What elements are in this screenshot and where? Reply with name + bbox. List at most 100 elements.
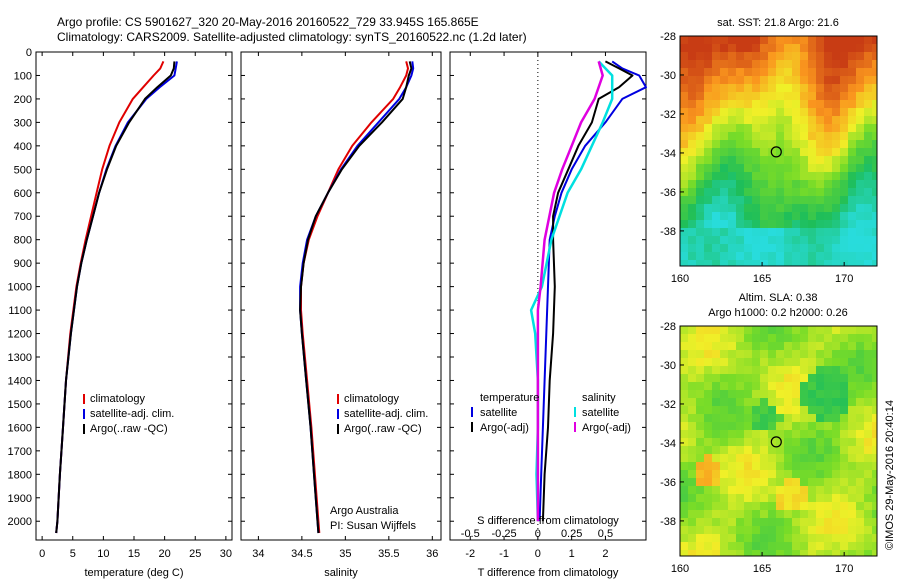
heatmap-cell (736, 132, 745, 141)
heatmap-cell (768, 414, 777, 423)
x-tick-label: 0 (535, 548, 541, 560)
heatmap-cell (712, 462, 721, 471)
heatmap-cell (680, 260, 689, 266)
heatmap-cell (728, 60, 737, 69)
heatmap-cell (784, 438, 793, 447)
heatmap-cell (800, 252, 809, 261)
heatmap-cell (752, 502, 761, 511)
heatmap-cell (680, 462, 689, 471)
heatmap-cell (720, 252, 729, 261)
heatmap-cell (840, 494, 849, 503)
heatmap-cell (720, 342, 729, 351)
heatmap-cell (680, 148, 689, 157)
heatmap-cell (712, 252, 721, 261)
x-tick-label: 160 (671, 273, 689, 285)
heatmap-cell (832, 212, 841, 221)
heatmap-cell (872, 212, 877, 221)
heatmap-cell (848, 406, 857, 415)
heatmap-cell (816, 180, 825, 189)
heatmap-cell (856, 526, 865, 535)
heatmap-cell (736, 526, 745, 535)
heatmap-cell (744, 398, 753, 407)
heatmap-cell (776, 342, 785, 351)
heatmap-cell (808, 44, 817, 53)
heatmap-cell (704, 326, 713, 335)
heatmap-cell (704, 68, 713, 77)
heatmap-cell (784, 244, 793, 253)
heatmap-cell (736, 180, 745, 189)
heatmap-cell (832, 398, 841, 407)
heatmap-cell (856, 390, 865, 399)
heatmap-cell (856, 68, 865, 77)
heatmap-cell (848, 334, 857, 343)
heatmap-cell (776, 196, 785, 205)
heatmap-cell (792, 116, 801, 125)
heatmap-cell (808, 390, 817, 399)
heatmap-cell (736, 430, 745, 439)
heatmap-cell (728, 68, 737, 77)
heatmap-cell (824, 76, 833, 85)
heatmap-cell (792, 454, 801, 463)
heatmap-cell (688, 196, 697, 205)
heatmap-cell (712, 526, 721, 535)
heatmap-cell (728, 382, 737, 391)
series-line-t-satellite (538, 60, 647, 522)
heatmap-cell (864, 390, 873, 399)
heatmap-cell (792, 494, 801, 503)
x-tick-label: 10 (97, 548, 109, 560)
heatmap-cell (704, 358, 713, 367)
heatmap-cell (824, 36, 833, 45)
heatmap-cell (720, 36, 729, 45)
heatmap-cell (712, 470, 721, 479)
heatmap-cell (800, 454, 809, 463)
heatmap-cell (856, 334, 865, 343)
heatmap-cell (720, 462, 729, 471)
heatmap-cell (784, 60, 793, 69)
heatmap-cell (848, 260, 857, 266)
heatmap-cell (808, 494, 817, 503)
heatmap-cell (816, 44, 825, 53)
heatmap-cell (784, 446, 793, 455)
heatmap-cell (848, 236, 857, 245)
heatmap-cell (704, 52, 713, 61)
heatmap-cell (760, 550, 769, 556)
heatmap-cell (752, 534, 761, 543)
heatmap-cell (808, 188, 817, 197)
heatmap-cell (728, 124, 737, 133)
heatmap-cell (816, 244, 825, 253)
heatmap-cell (720, 334, 729, 343)
heatmap-cell (712, 188, 721, 197)
heatmap-cell (680, 156, 689, 165)
heatmap-cell (768, 486, 777, 495)
heatmap-cell (840, 68, 849, 77)
heatmap-cell (816, 108, 825, 117)
heatmap-cell (752, 148, 761, 157)
heatmap-cell (792, 44, 801, 53)
heatmap-cell (792, 510, 801, 519)
argo-location-marker (770, 436, 782, 448)
heatmap-cell (864, 100, 873, 109)
heatmap-cell (808, 140, 817, 149)
heatmap-cell (696, 470, 705, 479)
heatmap-cell (760, 196, 769, 205)
heatmap-cell (728, 212, 737, 221)
heatmap-cell (736, 462, 745, 471)
annotation-line: Argo Australia (330, 505, 399, 517)
heatmap-cell (736, 188, 745, 197)
heatmap-cell (800, 220, 809, 229)
heatmap-cell (760, 326, 769, 335)
heatmap-cell (680, 422, 689, 431)
heatmap-cell (840, 454, 849, 463)
heatmap-cell (736, 212, 745, 221)
heatmap-cell (696, 244, 705, 253)
heatmap-cell (800, 430, 809, 439)
heatmap-cell (768, 220, 777, 229)
heatmap-cell (736, 52, 745, 61)
heatmap-cell (848, 228, 857, 237)
heatmap-cell (784, 92, 793, 101)
heatmap-cell (808, 92, 817, 101)
sst-map-title: sat. SST: 21.8 Argo: 21.6 (717, 17, 839, 29)
heatmap-cell (816, 350, 825, 359)
heatmap-cell (728, 414, 737, 423)
heatmap-cell (704, 454, 713, 463)
